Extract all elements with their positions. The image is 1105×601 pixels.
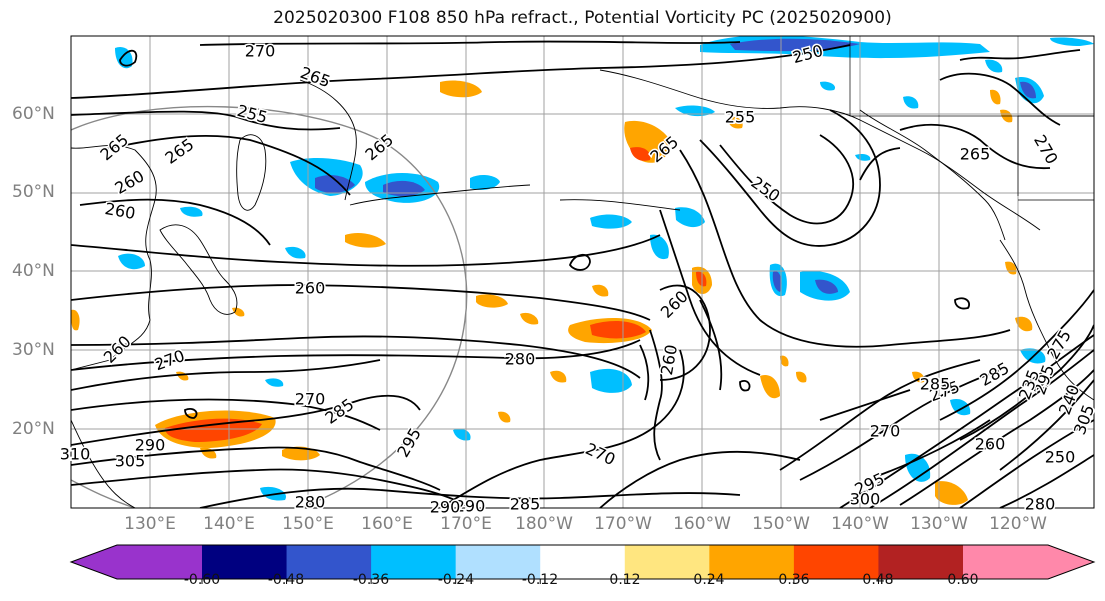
graticule [71,36,1094,508]
contour-label: 280 [505,350,536,369]
colorbar-tick-label: 0.12 [609,572,641,588]
colorbar-tick-label: 0.60 [947,572,979,588]
contour-label: 280 [295,493,326,512]
contour-label: 280 [1025,495,1056,514]
lon-label-150w: 150°W [752,514,810,534]
contour-label: 270 [870,422,901,441]
map-frame [70,35,1095,509]
lat-label-30n: 30°N [12,340,55,360]
contour-label: 290 [135,436,166,455]
contour-label: 290 [455,497,486,516]
colorbar-tick-label: -0.36 [352,572,390,588]
colorbar-swatch [624,545,710,579]
lat-label-60n: 60°N [12,104,55,124]
contour-label: 285 [920,375,951,394]
lon-label-130w: 130°W [910,514,968,534]
colorbar-swatch [963,545,1094,579]
lon-label-160e: 160°E [361,514,413,534]
colorbar-swatch [371,545,457,579]
contour-label: 270 [295,390,326,409]
coastlines [71,69,1094,508]
colorbar-swatch [878,545,964,579]
contour-label: 265 [960,145,991,164]
colorbar-swatch [540,545,626,579]
pv-anomaly-shading [71,36,1094,505]
lon-label-120w: 120°W [989,514,1047,534]
contour-label: 300 [850,490,881,509]
colorbar-swatch [286,545,372,579]
lon-label-150e: 150°E [282,514,334,534]
range-ring-lower [71,479,136,508]
range-ring [71,105,468,508]
colorbar-swatch [455,545,541,579]
colorbar-swatch [793,545,879,579]
contour-label: 270 [245,42,276,61]
contour-label: 305 [115,452,146,471]
colorbar-swatch [709,545,795,579]
lon-label-180w: 180°W [515,514,573,534]
lon-label-140e: 140°E [203,514,255,534]
colorbar-swatch [71,545,202,579]
colorbar-tick-label: 0.36 [778,572,810,588]
lon-label-140w: 140°W [831,514,889,534]
colorbar-tick-label: 0.24 [693,572,725,588]
colorbar-tick-label: -0.12 [521,572,559,588]
contour-label: 290 [430,498,461,517]
lat-label-20n: 20°N [12,419,55,439]
map-title: 2025020300 F108 850 hPa refract., Potent… [273,8,892,28]
colorbar-tick-label: -0.48 [267,572,305,588]
contour-label: 310 [60,445,91,464]
lat-label-50n: 50°N [12,182,55,202]
colorbar-swatch [202,545,288,579]
refractivity-contours [71,40,1094,508]
colorbar-tick-label: -0.60 [183,572,221,588]
lon-label-170e: 170°E [440,514,492,534]
lon-label-160w: 160°W [673,514,731,534]
contour-label: 255 [725,108,756,127]
contour-label: 285 [510,495,541,514]
lat-label-40n: 40°N [12,261,55,281]
colorbar-tick-label: 0.48 [862,572,894,588]
lon-label-170w: 170°W [594,514,652,534]
contour-label: 260 [975,435,1006,454]
colorbar [69,544,1096,584]
contour-label: 250 [1045,448,1076,467]
colorbar-tick-label: -0.24 [437,572,475,588]
lon-label-130e: 130°E [124,514,176,534]
contour-label: 260 [295,279,326,298]
colorbar-outline [69,544,1096,580]
